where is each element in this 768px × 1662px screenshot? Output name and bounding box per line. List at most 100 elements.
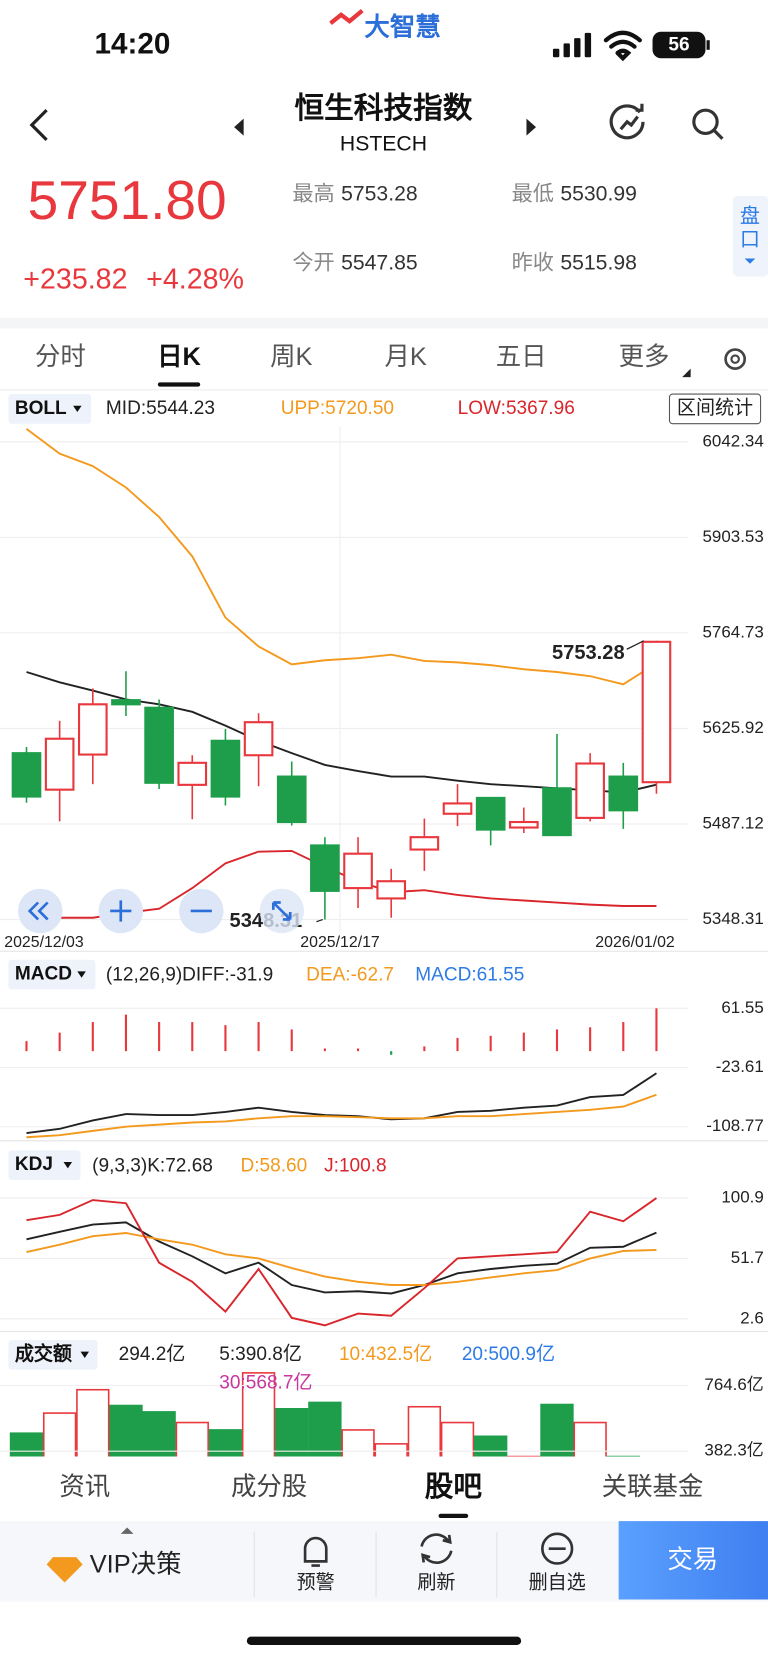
macd-bar	[423, 1046, 426, 1052]
legend-entry: 5:390.8亿	[219, 1343, 302, 1365]
refresh-icon[interactable]	[609, 103, 645, 140]
legend-entry: LOW:5367.96	[458, 398, 575, 419]
vip-label[interactable]: VIP决策	[90, 1550, 182, 1578]
trade-label: 交易	[667, 1546, 718, 1574]
candle-body	[475, 796, 506, 831]
macd-bar	[390, 1051, 393, 1055]
legend-entry: (12,26,9)DIFF:-31.9	[106, 965, 273, 986]
y-tick-label: 764.6亿	[704, 1375, 763, 1394]
volume-bar	[208, 1429, 243, 1457]
stat-label: 昨收	[512, 250, 554, 274]
alert-icon[interactable]	[303, 1536, 328, 1567]
indicator-box[interactable]	[8, 1339, 98, 1370]
trade-button[interactable]	[618, 1521, 768, 1600]
candle-body	[608, 775, 639, 812]
indicator-line	[26, 1072, 657, 1135]
search-icon[interactable]	[692, 108, 719, 136]
macd-bar	[224, 1025, 227, 1052]
legend-entry: DEA:-62.7	[306, 965, 394, 986]
volume-bar	[308, 1401, 342, 1457]
bottom-tab[interactable]: 关联基金	[602, 1473, 704, 1501]
bottom-tab[interactable]: 股吧	[425, 1471, 483, 1503]
legend-entry: J:100.8	[324, 1155, 386, 1176]
bottom-tab[interactable]: 资讯	[59, 1473, 110, 1501]
battery-level: 56	[668, 35, 689, 56]
x-tick-label: 2026/01/02	[595, 934, 675, 951]
stat-label: 最低	[512, 182, 554, 206]
stats-button[interactable]	[668, 393, 762, 425]
toolbar-label: 删自选	[529, 1572, 586, 1594]
side-tab[interactable]	[733, 195, 768, 277]
macd-bar	[124, 1014, 128, 1052]
legend-entry: MACD:61.55	[415, 965, 524, 986]
macd-bar	[191, 1022, 194, 1052]
pan-left-icon	[27, 901, 49, 921]
y-tick-label: 61.55	[721, 998, 763, 1017]
zoom-in-icon	[110, 900, 132, 922]
macd-bar	[655, 1008, 658, 1052]
period-tab[interactable]: 周K	[270, 343, 312, 371]
stat-value: 5530.99	[560, 183, 637, 206]
x-tick-label: 2025/12/03	[4, 934, 84, 951]
candle-body	[77, 703, 108, 756]
refresh-list-icon[interactable]	[420, 1533, 453, 1565]
candle-body	[111, 699, 141, 706]
side-tab-label: 口	[740, 229, 760, 251]
y-tick-label: 5348.31	[703, 909, 764, 928]
battery-tip	[706, 40, 710, 50]
search-icon	[712, 129, 724, 140]
candle-body	[276, 775, 307, 824]
next-icon[interactable]	[526, 118, 537, 136]
remove-icon[interactable]	[541, 1532, 574, 1565]
back-icon[interactable]	[29, 109, 48, 141]
high-annotation: 5753.28	[552, 642, 625, 664]
zoom-buttons	[18, 888, 305, 934]
period-tab[interactable]: 月K	[385, 343, 427, 371]
last-price: 5751.80	[28, 169, 227, 231]
indicator-label: 成交额	[15, 1342, 72, 1365]
macd-bar	[356, 1048, 360, 1052]
index-name: 恒生科技指数	[295, 92, 473, 125]
candle-body	[442, 802, 473, 815]
indicator-box[interactable]	[8, 394, 92, 424]
vip-icon	[46, 1557, 83, 1583]
settings-icon[interactable]	[724, 348, 747, 370]
macd-bar	[622, 1022, 625, 1052]
bottom-tabs-bg	[0, 1457, 768, 1522]
y-tick-label: -23.61	[716, 1057, 764, 1076]
prev-icon[interactable]	[234, 118, 244, 136]
macd-bar	[91, 1022, 94, 1052]
period-tab[interactable]: 日K	[157, 343, 201, 371]
macd-bar	[158, 1022, 161, 1052]
high-pointer	[626, 640, 645, 650]
indicator-label: KDJ	[15, 1154, 53, 1175]
period-tab[interactable]: 分时	[35, 343, 86, 371]
legend-entry: D:58.60	[240, 1155, 307, 1176]
stat-value: 5515.98	[560, 251, 637, 274]
period-tab[interactable]: 更多	[619, 343, 670, 371]
indicator-box[interactable]	[8, 959, 96, 990]
legend-entry: 294.2亿	[119, 1343, 186, 1365]
y-tick-label: 6042.34	[703, 431, 764, 450]
macd-bar	[25, 1041, 28, 1052]
volume-bar	[341, 1429, 375, 1457]
y-tick-label: -108.77	[706, 1116, 763, 1135]
period-tab[interactable]: 五日	[496, 343, 547, 371]
more-arrow	[682, 368, 691, 378]
y-tick-label: 5625.92	[703, 718, 764, 737]
low-pointer	[316, 918, 323, 923]
app-logo: 大智慧	[364, 12, 440, 41]
x-tick-label: 2025/12/17	[300, 934, 380, 951]
indicator-box[interactable]	[8, 1150, 81, 1181]
candle-body	[177, 761, 208, 786]
macd-bar	[589, 1027, 592, 1052]
bottom-tab[interactable]: 成分股	[231, 1473, 307, 1501]
legend-entry: 20:500.9亿	[462, 1343, 555, 1365]
volume-bar	[42, 1412, 77, 1457]
candle-body	[409, 836, 440, 851]
stat-label: 今开	[292, 250, 334, 274]
volume-bar	[374, 1443, 408, 1457]
macd-bar	[489, 1035, 492, 1052]
stat-value: 5547.85	[341, 251, 418, 274]
